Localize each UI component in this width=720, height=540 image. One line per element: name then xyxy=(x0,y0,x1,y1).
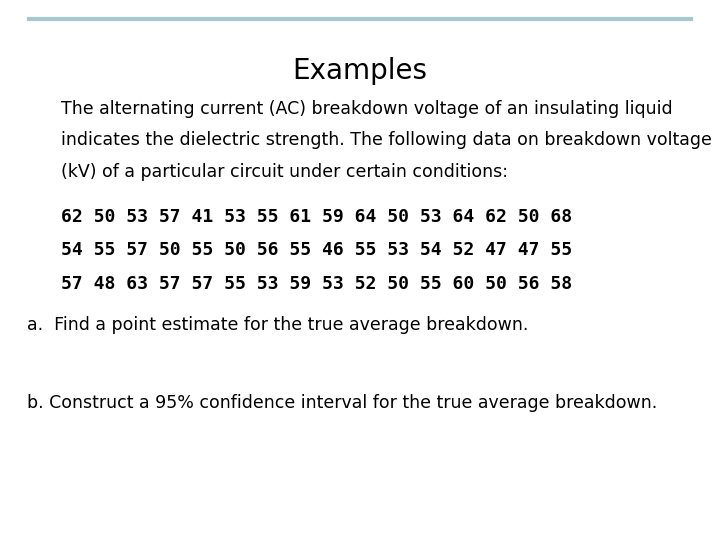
Text: Examples: Examples xyxy=(292,57,428,85)
Text: 62 50 53 57 41 53 55 61 59 64 50 53 64 62 50 68: 62 50 53 57 41 53 55 61 59 64 50 53 64 6… xyxy=(61,208,572,226)
Text: The alternating current (AC) breakdown voltage of an insulating liquid: The alternating current (AC) breakdown v… xyxy=(61,100,672,118)
Text: b. Construct a 95% confidence interval for the true average breakdown.: b. Construct a 95% confidence interval f… xyxy=(27,394,657,412)
Text: 57 48 63 57 57 55 53 59 53 52 50 55 60 50 56 58: 57 48 63 57 57 55 53 59 53 52 50 55 60 5… xyxy=(61,275,572,293)
Text: indicates the dielectric strength. The following data on breakdown voltage: indicates the dielectric strength. The f… xyxy=(61,131,712,149)
Text: 54 55 57 50 55 50 56 55 46 55 53 54 52 47 47 55: 54 55 57 50 55 50 56 55 46 55 53 54 52 4… xyxy=(61,241,572,259)
Text: (kV) of a particular circuit under certain conditions:: (kV) of a particular circuit under certa… xyxy=(61,163,508,180)
Text: a.  Find a point estimate for the true average breakdown.: a. Find a point estimate for the true av… xyxy=(27,316,528,334)
